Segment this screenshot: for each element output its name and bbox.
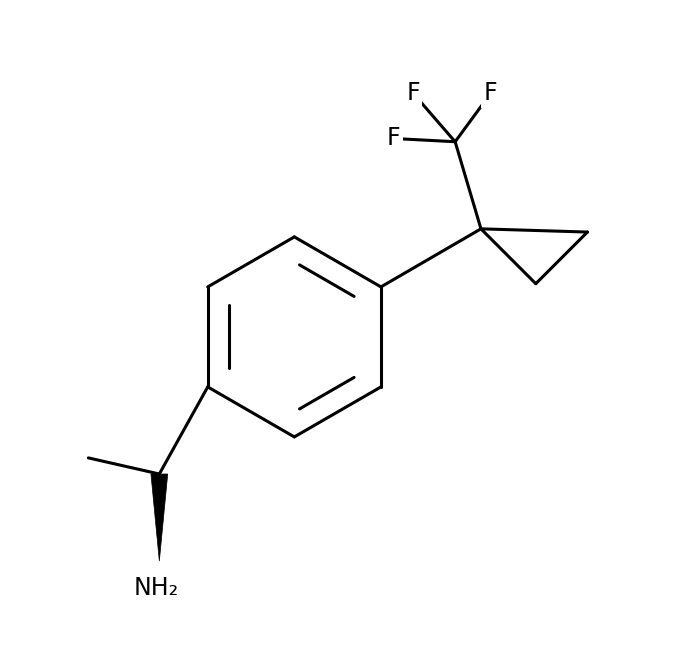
Text: NH₂: NH₂ <box>134 576 179 600</box>
Text: F: F <box>407 82 420 106</box>
Polygon shape <box>151 474 168 561</box>
Text: F: F <box>387 126 401 150</box>
Text: F: F <box>484 82 498 106</box>
